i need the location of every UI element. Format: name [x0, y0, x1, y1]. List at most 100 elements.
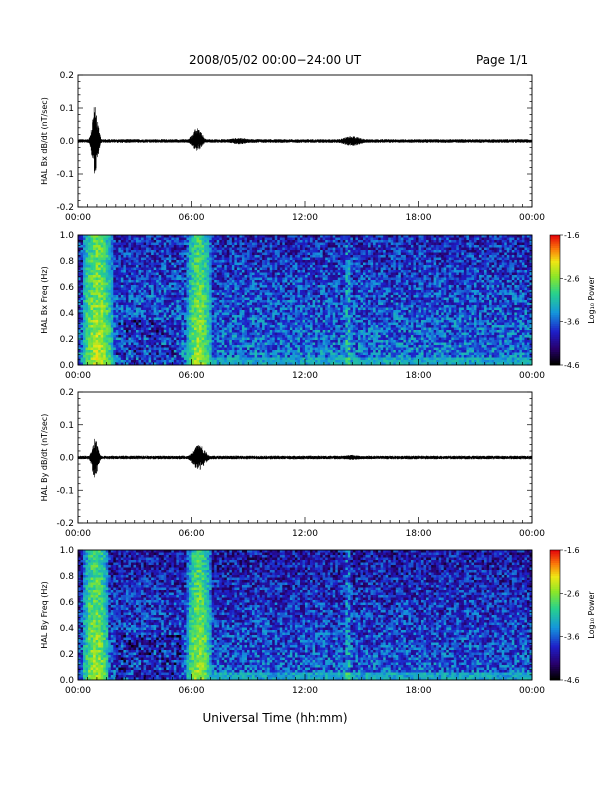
panel-2-cell	[229, 295, 233, 298]
panel-2-cell	[166, 325, 170, 328]
panel-2-cell	[196, 262, 200, 266]
panel-2-cell	[201, 332, 205, 336]
panel-2-cell	[244, 312, 248, 316]
panel-2-cell	[166, 285, 170, 288]
panel-2-cell	[252, 247, 255, 251]
panel-2-cell	[194, 325, 197, 328]
panel-2-cell	[166, 237, 170, 241]
panel-2-cell	[143, 282, 147, 286]
panel-2-cell	[274, 340, 278, 343]
panel-2-cell	[302, 265, 306, 268]
panel-2-cell	[148, 235, 152, 238]
panel-2-cell	[161, 335, 165, 338]
panel-2-cell	[123, 362, 127, 366]
panel-2-cell	[252, 257, 255, 261]
panel-2-cell	[307, 362, 311, 366]
panel-2-cell	[183, 320, 187, 323]
panel-2-cell	[80, 297, 84, 301]
panel-2-cell	[110, 290, 114, 293]
panel-2-cell	[307, 277, 311, 281]
panel-2-cell	[166, 347, 170, 351]
panel-2-cell	[226, 287, 230, 291]
panel-2-cell	[236, 257, 240, 261]
panel-2-cell	[234, 312, 238, 316]
panel-2-cell	[133, 240, 137, 243]
panel-2-cell	[168, 302, 172, 306]
panel-2-cell	[269, 305, 273, 308]
panel-2-cell	[123, 330, 127, 333]
panel-2-cell	[282, 360, 286, 363]
panel-2-cell	[224, 287, 228, 291]
panel-2-cell	[173, 322, 177, 326]
panel-2-cell	[181, 357, 185, 361]
panel-2-cell	[183, 285, 187, 288]
panel-2-cell	[176, 335, 180, 338]
panel-2-cell	[161, 250, 165, 253]
panel-2-cell	[310, 322, 313, 326]
panel-2-cell	[113, 270, 117, 273]
panel-2-cell	[151, 235, 154, 238]
panel-2-cell	[257, 302, 260, 306]
panel-2-cell	[186, 317, 190, 321]
panel-2-cell	[188, 265, 192, 268]
panel-2-cell	[128, 295, 132, 298]
panel-2-cell	[95, 330, 99, 333]
panel-2-cell	[113, 302, 117, 306]
panel-2-cell	[231, 255, 235, 258]
panel-2-cell	[312, 347, 316, 351]
panel-2-cell	[312, 275, 316, 278]
panel-2-cell	[194, 332, 197, 336]
panel-2-cell	[257, 315, 260, 318]
panel-2-cell	[80, 360, 84, 363]
panel-2-cell	[188, 300, 192, 303]
panel-2-cell	[254, 272, 258, 276]
panel-2-cell	[176, 347, 180, 351]
panel-2-cell	[216, 300, 220, 303]
panel-2-cell	[148, 330, 152, 333]
panel-2-cell	[299, 305, 303, 308]
panel-2-cell	[125, 275, 129, 278]
panel-2-cell	[269, 237, 273, 241]
panel-2-cell	[115, 317, 119, 321]
panel-2-cell	[234, 307, 238, 311]
panel-2-cell	[214, 350, 218, 353]
panel-2-cell	[95, 247, 99, 251]
panel-2-cell	[113, 305, 117, 308]
panel-2-cell	[199, 322, 202, 326]
panel-2-cell	[98, 332, 101, 336]
panel-2-cell	[183, 337, 187, 341]
panel-2-cell	[141, 252, 144, 256]
panel-2-cell	[85, 320, 89, 323]
panel-2-cell	[130, 250, 134, 253]
panel-2-cell	[199, 317, 202, 321]
panel-2-cell	[219, 307, 223, 311]
panel-2-cell	[224, 240, 228, 243]
panel-2-cell	[267, 342, 270, 346]
panel-2-cell	[211, 350, 215, 353]
panel-2-cell	[178, 252, 182, 256]
panel-2-cell	[241, 325, 245, 328]
panel-2-cell	[146, 242, 149, 246]
panel-2-cell	[257, 245, 260, 248]
panel-2-cell	[78, 350, 81, 353]
panel-2-cell	[264, 245, 268, 248]
panel-2-cell	[178, 312, 182, 316]
panel-2-cell	[287, 312, 291, 316]
panel-2-cell	[163, 247, 167, 251]
panel-2-cell	[143, 240, 147, 243]
panel-2-cell	[186, 322, 190, 326]
panel-2-cell	[302, 267, 306, 271]
panel-2-cell	[254, 302, 258, 306]
panel-2-cell	[153, 332, 157, 336]
panel-2-cell	[284, 360, 288, 363]
panel-2-cell	[90, 347, 94, 351]
panel-2-cell	[267, 360, 270, 363]
panel-2-cell	[206, 310, 210, 313]
panel-2-cell	[183, 305, 187, 308]
panel-2-cell	[274, 352, 278, 356]
panel-2-cell	[274, 307, 278, 311]
panel-2-cell	[141, 345, 144, 348]
panel-2-cell	[246, 342, 250, 346]
panel-2-cell	[168, 290, 172, 293]
panel-2-cell	[262, 262, 265, 266]
